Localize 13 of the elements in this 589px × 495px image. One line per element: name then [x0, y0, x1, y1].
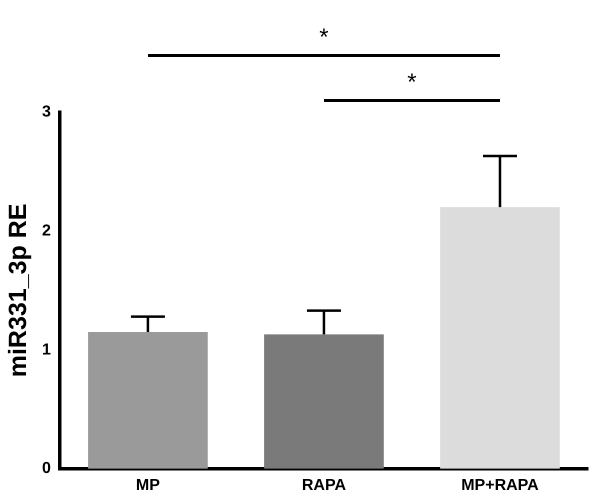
y-tick-label: 2: [42, 222, 51, 240]
y-tick-label: 1: [42, 341, 51, 358]
x-tick-label: RAPA: [302, 476, 346, 494]
x-tick-label: MP: [136, 476, 160, 494]
y-tick-label: 0: [42, 460, 51, 478]
text: *: [406, 69, 418, 97]
bar: [88, 332, 208, 469]
x-tick-label: MP+RAPA: [461, 476, 540, 494]
bar: [264, 334, 384, 469]
y-tick-label: 3: [42, 103, 51, 120]
text: *: [318, 24, 330, 52]
y-axis-title: miR331_3p RE: [4, 204, 32, 378]
bar: [440, 207, 560, 469]
